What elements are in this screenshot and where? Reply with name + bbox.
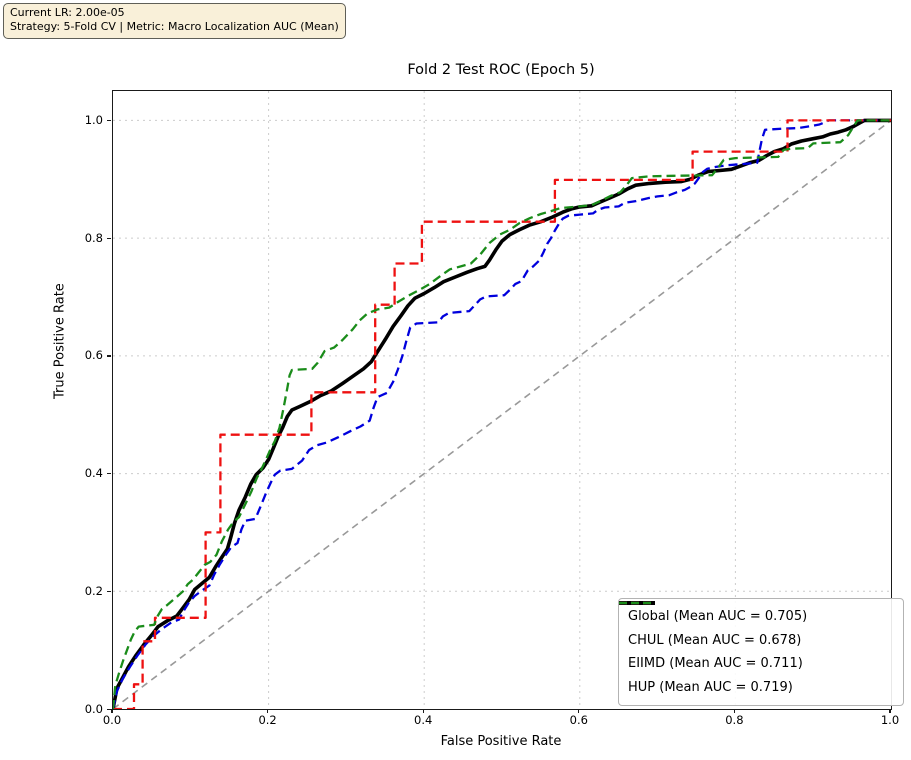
- x-tick-label-0.0: 0.0: [102, 713, 122, 727]
- legend-label-chul: CHUL (Mean AUC = 0.678): [628, 632, 802, 648]
- legend-item-hup: HUP (Mean AUC = 0.719): [619, 601, 894, 700]
- x-tickmark-0.0: [111, 709, 113, 713]
- y-tickmark-0.0: [107, 708, 111, 710]
- x-tickmark-0.6: [578, 709, 580, 713]
- roc-chart: [113, 91, 891, 709]
- series-eiimd-line: [113, 119, 891, 709]
- legend: Global (Mean AUC = 0.705) CHUL (Mean AUC …: [618, 598, 904, 706]
- chart-title: Fold 2 Test ROC (Epoch 5): [407, 62, 595, 78]
- series-chul-line: [113, 119, 891, 709]
- x-tick-label-0.8: 0.8: [725, 713, 744, 727]
- x-tick-label-0.2: 0.2: [258, 713, 277, 727]
- y-tick-label-0.8: 0.8: [84, 230, 103, 245]
- y-tickmark-1.0: [107, 120, 111, 122]
- x-tickmark-0.8: [733, 709, 735, 713]
- y-tick-label-0.4: 0.4: [84, 466, 103, 481]
- y-tickmark-0.2: [107, 590, 111, 593]
- x-tick-label-1.0: 1.0: [880, 713, 900, 727]
- y-tickmark-0.6: [107, 355, 111, 357]
- y-tick-label-0.0: 0.0: [84, 701, 103, 716]
- legend-item-eiimd: EIIMD (Mean AUC = 0.711): [619, 601, 894, 676]
- legend-item-global: Global (Mean AUC = 0.705): [619, 601, 894, 629]
- legend-item-chul: CHUL (Mean AUC = 0.678): [619, 601, 894, 653]
- x-tickmark-1.0: [889, 709, 891, 713]
- info-line-lr: Current LR: 2.00e-05: [10, 6, 125, 19]
- legend-label-global: Global (Mean AUC = 0.705): [628, 609, 808, 625]
- x-tickmark-0.2: [267, 709, 269, 713]
- y-tick-label-0.6: 0.6: [84, 348, 103, 363]
- info-box: Current LR: 2.00e-05 Strategy: 5-Fold CV…: [3, 3, 346, 39]
- x-axis-label: False Positive Rate: [440, 734, 562, 749]
- y-tick-label-0.2: 0.2: [84, 583, 103, 598]
- x-tick-label-0.4: 0.4: [414, 713, 433, 727]
- y-tickmark-0.4: [107, 473, 111, 475]
- legend-label-hup: HUP (Mean AUC = 0.719): [628, 679, 793, 695]
- plot-area: Global (Mean AUC = 0.705) CHUL (Mean AUC …: [112, 90, 904, 710]
- x-tick-label-0.6: 0.6: [569, 713, 588, 727]
- x-tickmark-0.4: [422, 709, 424, 713]
- y-tickmark-0.8: [107, 237, 111, 239]
- legend-line-sample-hup: [619, 601, 655, 605]
- legend-label-eiimd: EIIMD (Mean AUC = 0.711): [628, 656, 803, 672]
- chance-diagonal: [113, 119, 891, 709]
- info-line-strategy: Strategy: 5-Fold CV | Metric: Macro Loca…: [10, 20, 339, 34]
- y-tick-label-1.0: 1.0: [84, 113, 103, 128]
